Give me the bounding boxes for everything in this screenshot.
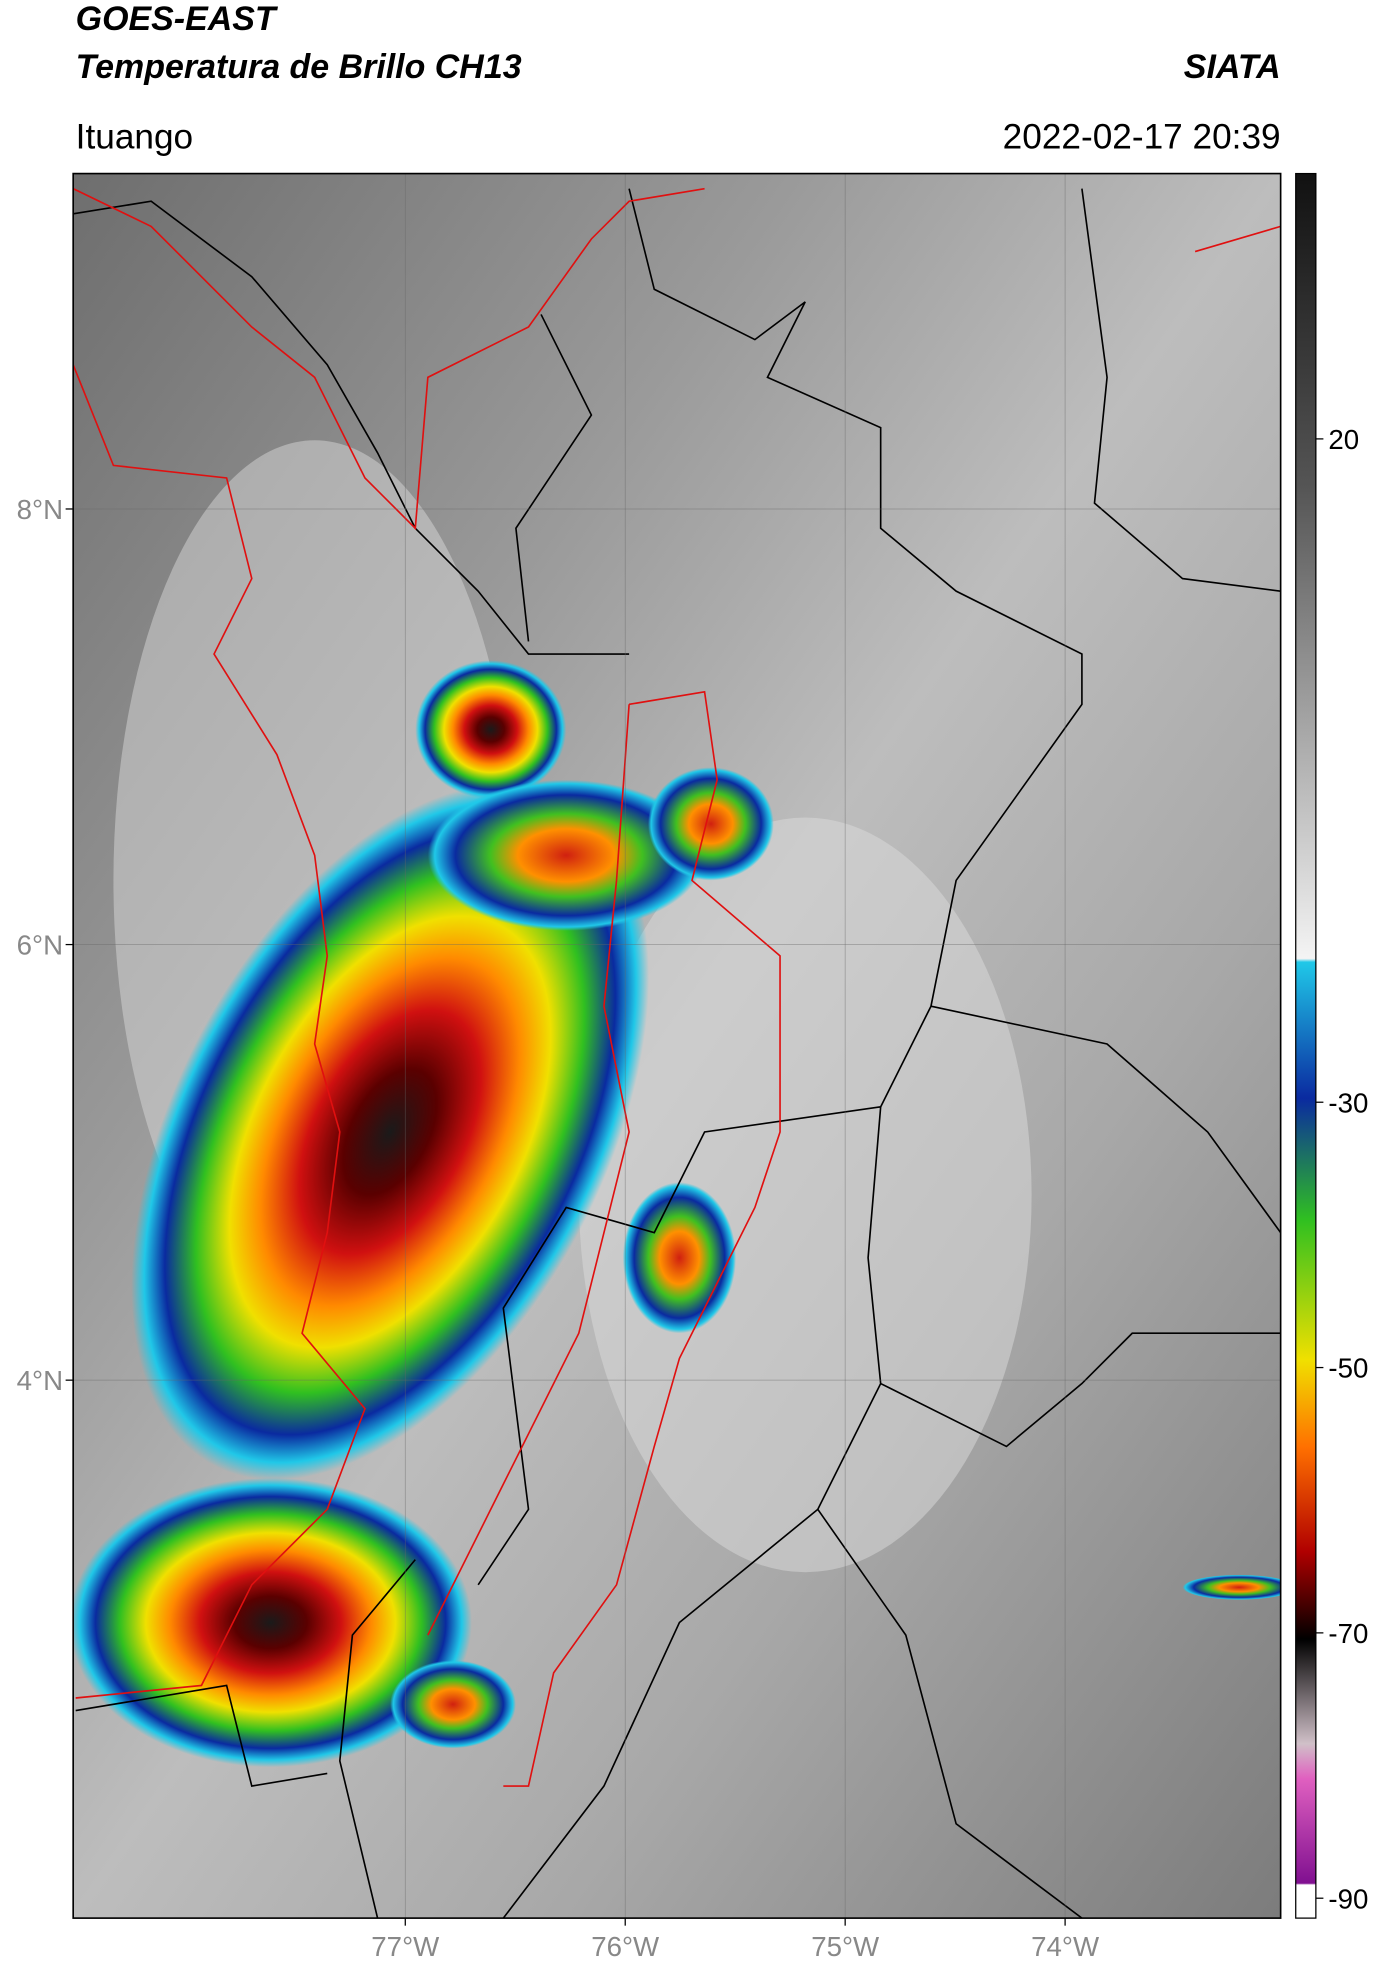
x-tick-label: 76°W xyxy=(591,1931,660,1962)
datetime: 2022-02-17 20:39 xyxy=(1003,117,1281,156)
location: Ituango xyxy=(76,117,193,156)
y-tick-label: 6°N xyxy=(17,930,63,961)
grid xyxy=(73,173,1281,1919)
colorbar-tick-label: -30 xyxy=(1328,1087,1368,1118)
colorbar xyxy=(1295,172,1317,1919)
x-tick-label: 75°W xyxy=(811,1931,880,1962)
colorbar-tick-label: -70 xyxy=(1328,1618,1368,1649)
map-frame xyxy=(72,172,1282,1919)
x-tick-label: 77°W xyxy=(371,1931,440,1962)
colorbar-tick-label: -90 xyxy=(1328,1883,1368,1914)
y-tick-label: 8°N xyxy=(17,494,63,525)
map-image xyxy=(73,173,1281,1919)
source: SIATA xyxy=(1184,48,1281,86)
subtitle: Temperatura de Brillo CH13 xyxy=(76,48,522,86)
y-tick-label: 4°N xyxy=(17,1365,63,1396)
colorbar-tick-label: 20 xyxy=(1328,424,1359,455)
x-tick-label: 74°W xyxy=(1031,1931,1100,1962)
colorbar-tick-label: -50 xyxy=(1328,1353,1368,1384)
title: GOES-EAST xyxy=(76,0,279,38)
